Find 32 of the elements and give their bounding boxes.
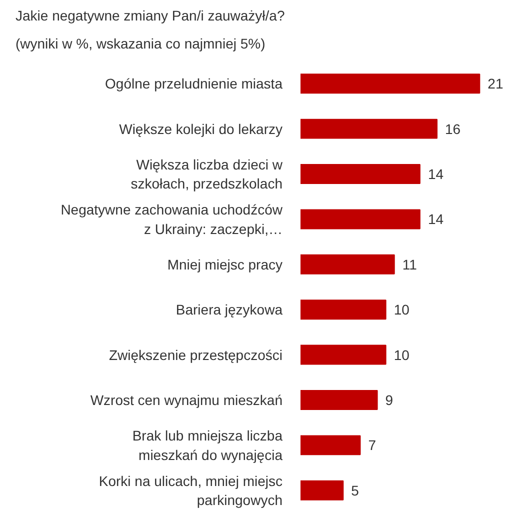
y-tick-label: Większa liczba dzieci w szkołach, przedszkolach [130, 156, 284, 192]
y-tick-label: Większe kolejki do lekarzy [119, 120, 283, 137]
bar [300, 118, 438, 139]
bar [300, 74, 480, 94]
bar [300, 344, 386, 365]
data-label: 14 [428, 166, 444, 182]
y-tick-label: Zwiększenie przestępczości [108, 346, 283, 363]
data-label: 21 [488, 76, 504, 92]
data-label: 16 [445, 120, 461, 137]
bar [300, 435, 361, 456]
bar [300, 300, 386, 320]
bar [300, 209, 420, 230]
data-label: 9 [385, 392, 394, 408]
y-tick-label: Negatywne zachowania uchodźców z Ukrainy: zaczepki,… [60, 202, 284, 237]
y-tick-label: Bariera językowa [176, 302, 283, 318]
bar [300, 390, 378, 410]
y-tick-label: Ogólne przeludnienie miasta [105, 76, 283, 92]
bar [300, 480, 344, 500]
bar [300, 254, 395, 274]
y-tick-label: Mniej miejsc pracy [167, 256, 283, 272]
data-label: 10 [394, 302, 410, 318]
data-label: 10 [394, 346, 410, 363]
bar [300, 164, 420, 184]
y-tick-label: Wzrost cen wynajmu mieszkań [90, 392, 283, 408]
data-label: 11 [402, 256, 418, 272]
data-label: 5 [351, 482, 360, 498]
y-tick-label: Korki na ulicach, mniej miejsc parkingowych [98, 472, 283, 508]
data-label: 7 [368, 437, 376, 454]
text: (wyniki w %, wskazania co najmniej 5%) [16, 36, 266, 52]
y-tick-label: Brak lub mniejsza liczba mieszkań do wynajęcia [132, 428, 283, 463]
text: Jakie negatywne zmiany Pan/i zauważył/a? [16, 8, 285, 24]
data-label: 14 [428, 211, 444, 228]
